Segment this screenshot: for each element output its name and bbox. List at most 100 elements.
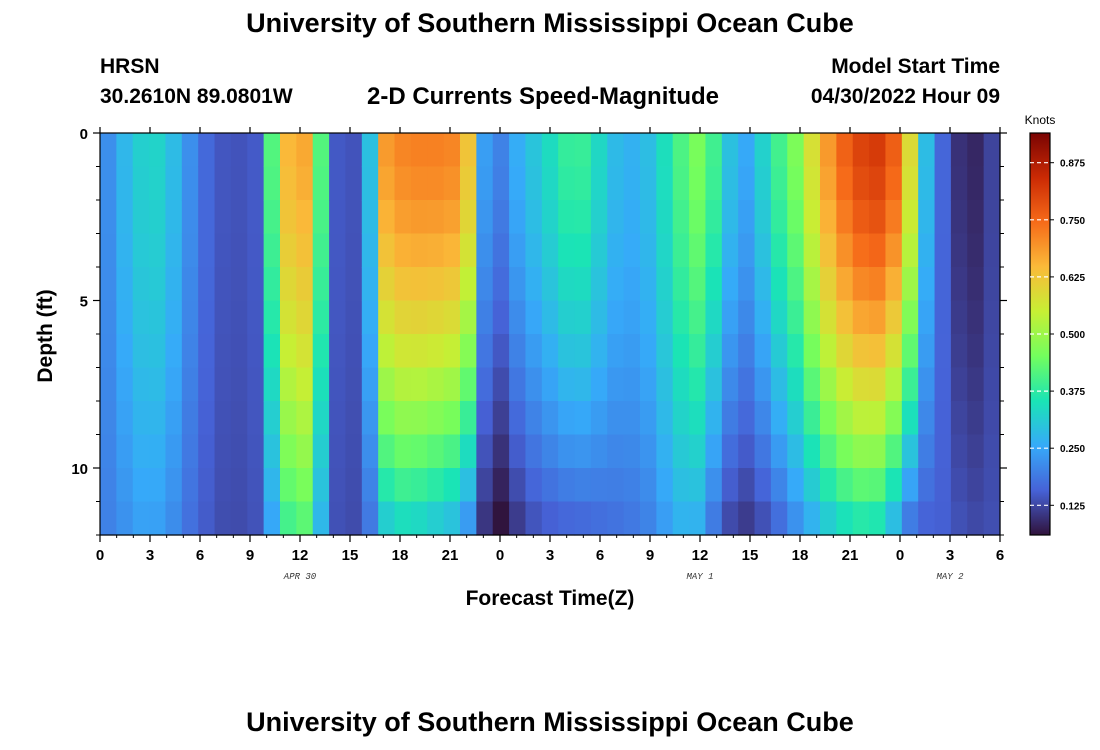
heatmap-cell [296, 367, 314, 402]
heatmap-cell [410, 300, 428, 335]
heatmap-cell [394, 434, 412, 469]
heatmap-cell [541, 434, 559, 469]
heatmap-cell [885, 468, 903, 503]
heatmap-cell [787, 434, 805, 469]
heatmap-cell [312, 501, 330, 536]
heatmap-cell [394, 367, 412, 402]
x-tick-label: 12 [292, 547, 309, 564]
heatmap-cell [100, 133, 117, 168]
heatmap-cell [312, 267, 330, 302]
heatmap-cell [852, 334, 870, 369]
heatmap-cell [247, 300, 265, 335]
heatmap-cell [590, 367, 608, 402]
heatmap-cell [345, 401, 363, 436]
heatmap-cell [590, 267, 608, 302]
heatmap-cell [574, 166, 592, 201]
heatmap-cell [345, 166, 363, 201]
heatmap-cell [361, 300, 379, 335]
heatmap-cell [721, 434, 739, 469]
x-tick-label: 6 [996, 547, 1004, 564]
heatmap-cell [869, 133, 887, 168]
heatmap-cell [476, 468, 494, 503]
heatmap-cell [934, 434, 952, 469]
heatmap-cell [427, 501, 445, 536]
heatmap-cell [427, 300, 445, 335]
heatmap-cell [950, 133, 968, 168]
heatmap-cell [427, 233, 445, 268]
heatmap-cell [165, 501, 183, 536]
heatmap-cell [296, 233, 314, 268]
heatmap-cell [950, 334, 968, 369]
heatmap-cell [525, 468, 543, 503]
heatmap-cell [705, 133, 723, 168]
heatmap-cell [476, 434, 494, 469]
heatmap-cell [574, 233, 592, 268]
heatmap-cell [770, 166, 788, 201]
heatmap-cell [443, 367, 461, 402]
station-coordinates: 30.2610N 89.0801W [100, 85, 293, 108]
heatmap-cell [198, 267, 216, 302]
heatmap-cell [132, 334, 150, 369]
heatmap-cell [263, 267, 281, 302]
heatmap-cell [525, 233, 543, 268]
x-tick-label: 6 [596, 547, 604, 564]
heatmap-cell [590, 233, 608, 268]
heatmap-cell [640, 200, 657, 235]
heatmap-cell [410, 401, 428, 436]
heatmap-cell [378, 367, 396, 402]
heatmap-cell [623, 300, 641, 335]
heatmap-cell [885, 233, 903, 268]
heatmap-cell [803, 200, 821, 235]
colorbar-tick-label: 0.250 [1060, 444, 1085, 455]
heatmap-cell [689, 468, 707, 503]
heatmap-cell [541, 166, 559, 201]
heatmap-cell [770, 133, 788, 168]
heatmap-cell [754, 166, 772, 201]
heatmap-cell [149, 334, 167, 369]
heatmap-cell [443, 434, 461, 469]
heatmap-cell [640, 300, 657, 335]
heatmap-cell [165, 200, 183, 235]
heatmap-cell [934, 300, 952, 335]
heatmap-cell [738, 166, 756, 201]
heatmap-cell [738, 401, 756, 436]
heatmap-cell [443, 401, 461, 436]
heatmap-cell [672, 468, 690, 503]
heatmap-cell [100, 468, 117, 503]
heatmap-cell [214, 334, 232, 369]
heatmap-cell [901, 468, 919, 503]
heatmap-cell [558, 401, 576, 436]
heatmap-cell [329, 233, 347, 268]
heatmap-cell [983, 166, 1001, 201]
x-tick-label: 18 [792, 547, 809, 564]
heatmap-cell [263, 166, 281, 201]
heatmap-cell [607, 334, 625, 369]
heatmap-cell [934, 367, 952, 402]
heatmap-cell [754, 233, 772, 268]
heatmap-cell [901, 233, 919, 268]
heatmap-cell [656, 501, 674, 536]
heatmap-cell [689, 267, 707, 302]
heatmap-cell [329, 367, 347, 402]
heatmap-cell [803, 401, 821, 436]
heatmap-cell [509, 501, 527, 536]
heatmap-cell [640, 401, 657, 436]
heatmap-cell [492, 434, 510, 469]
heatmap-cell [852, 166, 870, 201]
heatmap-cell [280, 267, 297, 302]
heatmap-cell [296, 133, 314, 168]
heatmap-cell [852, 434, 870, 469]
heatmap-cell [378, 267, 396, 302]
heatmap-cell [869, 233, 887, 268]
heatmap-cell [918, 267, 936, 302]
heatmap-cell [738, 133, 756, 168]
heatmap-cell [950, 434, 968, 469]
heatmap-cell [983, 434, 1001, 469]
heatmap-cell [885, 334, 903, 369]
heatmap-cell [509, 434, 527, 469]
x-tick-label: 9 [646, 547, 654, 564]
heatmap-cell [132, 468, 150, 503]
heatmap-cell [918, 200, 936, 235]
heatmap-cell [934, 334, 952, 369]
heatmap-cell [836, 501, 854, 536]
